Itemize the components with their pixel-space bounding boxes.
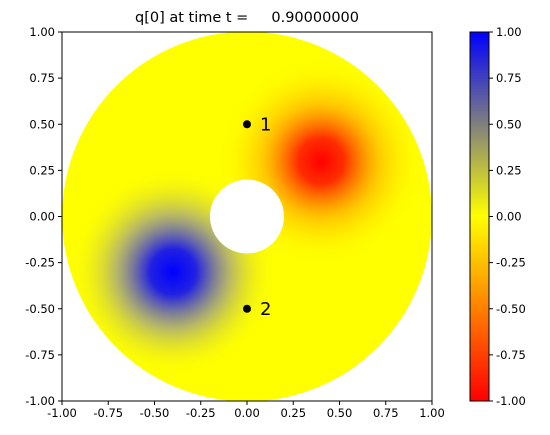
y-tick-label: 1.00	[29, 25, 55, 39]
colorbar-tick-label: 0.75	[496, 71, 522, 85]
x-tick-label: -0.50	[140, 406, 170, 420]
plot-area: 1 2 -1.00 -0.75 -0.50 -0.25 0.00 0.25 0.50 0.75 1…	[25, 25, 445, 420]
annotation-label-1: 1	[260, 114, 271, 135]
annotation-label-2: 2	[260, 299, 271, 320]
y-tick-label: 0.25	[29, 163, 55, 177]
y-tick-label: -0.25	[25, 256, 55, 270]
chart-title: q[0] at time t = 0.90000000	[135, 10, 359, 26]
colorbar-tick-label: -1.00	[496, 394, 526, 408]
x-tick-label: -1.00	[47, 406, 77, 420]
colorbar-tick-label: 0.25	[496, 163, 522, 177]
x-axis: -1.00 -0.75 -0.50 -0.25 0.00 0.25 0.50 0.75 1.00	[47, 401, 445, 420]
x-tick-label: 1.00	[419, 406, 445, 420]
x-tick-label: -0.25	[186, 406, 216, 420]
x-tick-label: 0.75	[373, 406, 399, 420]
y-tick-label: 0.50	[29, 117, 55, 131]
annotation-point-1	[243, 120, 251, 129]
colorbar: 1.00 0.75 0.50 0.25 0.00 -0.25 -0.50 -0.75 -1.00	[469, 25, 526, 408]
y-tick-label: -0.50	[25, 302, 55, 316]
y-axis: -1.00 -0.75 -0.50 -0.25 0.00 0.25 0.50 0.75 1.00	[25, 25, 62, 408]
field-heatmap	[62, 31, 432, 402]
colorbar-tick-label: -0.25	[496, 256, 526, 270]
x-tick-label: 0.25	[280, 406, 306, 420]
colorbar-tick-label: 0.00	[496, 210, 522, 224]
y-tick-label: -1.00	[25, 394, 55, 408]
inner-hole	[210, 179, 284, 254]
y-tick-label: 0.75	[29, 71, 55, 85]
colorbar-tick-label: 0.50	[496, 117, 522, 131]
annotation-point-2	[243, 304, 251, 313]
y-tick-label: -0.75	[25, 348, 55, 362]
x-tick-label: 0.50	[327, 406, 353, 420]
y-tick-label: 0.00	[29, 210, 55, 224]
colorbar-tick-label: -0.50	[496, 302, 526, 316]
x-tick-label: -0.75	[93, 406, 123, 420]
colorbar-gradient	[470, 32, 489, 401]
colorbar-tick-label: -0.75	[496, 348, 526, 362]
colorbar-tick-label: 1.00	[496, 25, 522, 39]
x-tick-label: 0.00	[234, 406, 260, 420]
